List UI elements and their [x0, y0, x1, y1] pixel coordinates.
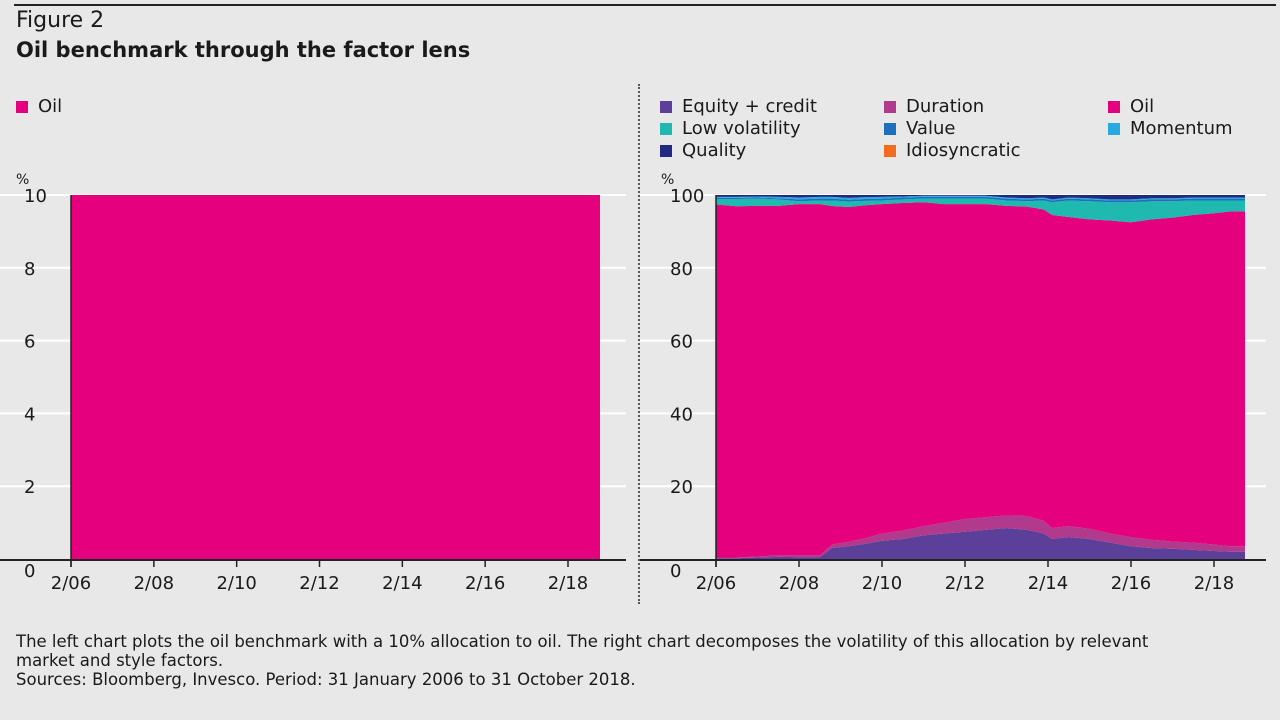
right-area-duration	[716, 515, 1245, 559]
right-x-tick-label: 2/14	[1028, 573, 1068, 594]
left-y-tick-label: 0	[24, 561, 35, 582]
right-legend-low-volatility: Low volatility	[660, 118, 801, 139]
right-y-tick-label: 40	[670, 404, 693, 425]
right-legend-label-quality: Quality	[682, 140, 747, 161]
right-legend-swatch-momentum	[1108, 122, 1120, 135]
right-x-tick-label: 2/16	[1111, 573, 1151, 594]
left-y-tick-label: 6	[24, 332, 35, 353]
right-x-tick-label: 2/12	[945, 573, 985, 594]
left-legend-oil: Oil	[16, 96, 62, 117]
left-x-tick-label: 2/12	[299, 573, 339, 594]
right-y-tick-label: 100	[670, 186, 704, 207]
right-y-tick-label: 60	[670, 332, 693, 353]
right-x-tick-label: 2/06	[696, 573, 736, 594]
right-x-tick-label: 2/18	[1194, 573, 1234, 594]
right-y-tick-label: 80	[670, 259, 693, 280]
right-legend-label-momentum: Momentum	[1130, 118, 1233, 139]
left-y-tick-label: 4	[24, 404, 35, 425]
footnote-line-2: market and style factors.	[16, 651, 224, 670]
right-legend-idiosyncratic: Idiosyncratic	[884, 140, 1020, 161]
top-rule	[14, 4, 1276, 6]
right-y-tick-label: 0	[670, 561, 681, 582]
left-x-tick-label: 2/16	[465, 573, 505, 594]
right-chart: 0 20 40 60 80 100 2/06 2/08 2/10 2/12 2/14 2/16 2/18	[640, 186, 1266, 594]
left-chart: 0 2 4 6 8 10 2/06 2/08 2/10 2/12 2/14 2/16 2/18	[0, 186, 626, 594]
right-legend-label-duration: Duration	[906, 96, 985, 117]
left-legend-label-oil: Oil	[38, 96, 63, 117]
left-y-unit: %	[16, 172, 30, 188]
right-legend-label-idiosyncratic: Idiosyncratic	[906, 140, 1021, 161]
left-y-tick-label: 10	[24, 186, 47, 207]
footnote: The left chart plots the oil benchmark w…	[16, 632, 1266, 689]
right-legend-swatch-duration	[884, 100, 896, 113]
right-legend-momentum: Momentum	[1108, 118, 1233, 139]
right-legend-oil: Oil	[1108, 96, 1154, 117]
left-x-tick-label: 2/08	[134, 573, 174, 594]
right-legend-equity-credit: Equity + credit	[660, 96, 817, 117]
right-legend-duration: Duration	[884, 96, 984, 117]
left-x-tick-label: 2/14	[382, 573, 422, 594]
right-area-momentum	[716, 195, 1245, 201]
left-area-oil	[71, 195, 600, 559]
right-legend-swatch-idiosyncratic	[884, 144, 896, 157]
left-x-tick-label: 2/06	[51, 573, 91, 594]
right-legend-swatch-low-volatility	[660, 122, 672, 135]
figure-label: Figure 2	[16, 8, 105, 33]
right-x-tick-label: 2/08	[779, 573, 819, 594]
left-y-tick-label: 2	[24, 477, 35, 498]
right-legend-label-oil: Oil	[1130, 96, 1155, 117]
right-legend: Equity + credit Duration Oil Low volatility…	[660, 96, 1270, 162]
right-area-oil	[716, 202, 1245, 558]
right-area-quality	[716, 195, 1245, 200]
left-legend: Oil	[16, 96, 316, 120]
right-legend-swatch-oil	[1108, 100, 1120, 113]
right-y-tick-label: 20	[670, 477, 693, 498]
right-legend-quality: Quality	[660, 140, 746, 161]
right-legend-swatch-value	[884, 122, 896, 135]
right-legend-label-equity-credit: Equity + credit	[682, 96, 817, 117]
right-legend-value: Value	[884, 118, 955, 139]
left-y-tick-label: 8	[24, 259, 35, 280]
right-legend-swatch-equity-credit	[660, 100, 672, 113]
left-legend-swatch-oil	[16, 100, 28, 113]
footnote-line-3: Sources: Bloomberg, Invesco. Period: 31 …	[16, 670, 636, 689]
left-x-tick-label: 2/10	[216, 573, 256, 594]
right-legend-label-low-volatility: Low volatility	[682, 118, 801, 139]
right-area-value	[716, 196, 1245, 203]
right-y-unit: %	[661, 172, 675, 188]
left-x-tick-label: 2/18	[548, 573, 588, 594]
right-area-low-volatility	[716, 198, 1245, 223]
figure-title: Oil benchmark through the factor lens	[16, 38, 471, 62]
right-legend-swatch-quality	[660, 144, 672, 157]
chart-divider	[638, 84, 640, 604]
right-legend-label-value: Value	[906, 118, 956, 139]
right-x-tick-label: 2/10	[862, 573, 902, 594]
right-area-equity-credit	[716, 528, 1245, 559]
footnote-line-1: The left chart plots the oil benchmark w…	[16, 632, 1149, 651]
